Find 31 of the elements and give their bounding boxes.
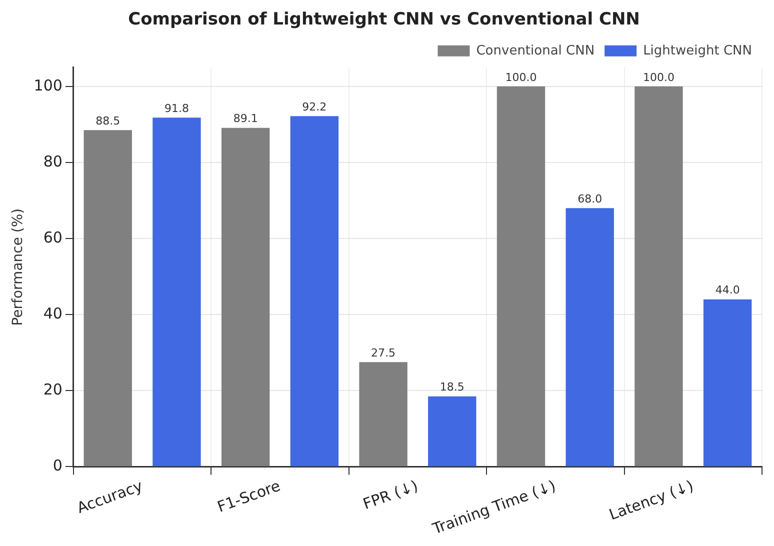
data-label: 68.0 (578, 192, 602, 206)
bar (496, 86, 546, 466)
data-label: 89.1 (233, 112, 258, 126)
data-label: 27.5 (371, 346, 396, 360)
legend-label: Conventional CNN (476, 43, 595, 58)
data-label: 92.2 (302, 100, 327, 114)
bar (703, 299, 752, 466)
bar (84, 130, 132, 466)
data-label: 18.5 (440, 380, 464, 394)
bar (428, 396, 476, 466)
legend-label: Lightweight CNN (643, 43, 752, 58)
data-label: 91.8 (164, 102, 189, 115)
data-label: 100.0 (642, 70, 674, 84)
bar (152, 118, 201, 466)
data-label: 44.0 (715, 284, 740, 297)
data-label: 88.5 (96, 114, 120, 128)
x-tick-label: FPR (↓) (360, 476, 420, 514)
y-tick-label: 0 (52, 456, 62, 475)
y-axis-title: Performance (%) (10, 208, 26, 326)
bar (634, 86, 683, 466)
data-label: 100.0 (505, 70, 537, 84)
bar (221, 128, 270, 466)
bar (359, 362, 408, 466)
y-tick-label: 60 (43, 228, 62, 246)
y-tick-label: 100 (34, 76, 62, 94)
y-tick-label: 40 (43, 304, 62, 322)
bar (290, 116, 339, 466)
bar (566, 208, 614, 466)
y-tick-label: 80 (43, 152, 62, 170)
y-tick-label: 20 (43, 380, 62, 399)
chart-title: Comparison of Lightweight CNN vs Conventional CNN (128, 10, 640, 30)
